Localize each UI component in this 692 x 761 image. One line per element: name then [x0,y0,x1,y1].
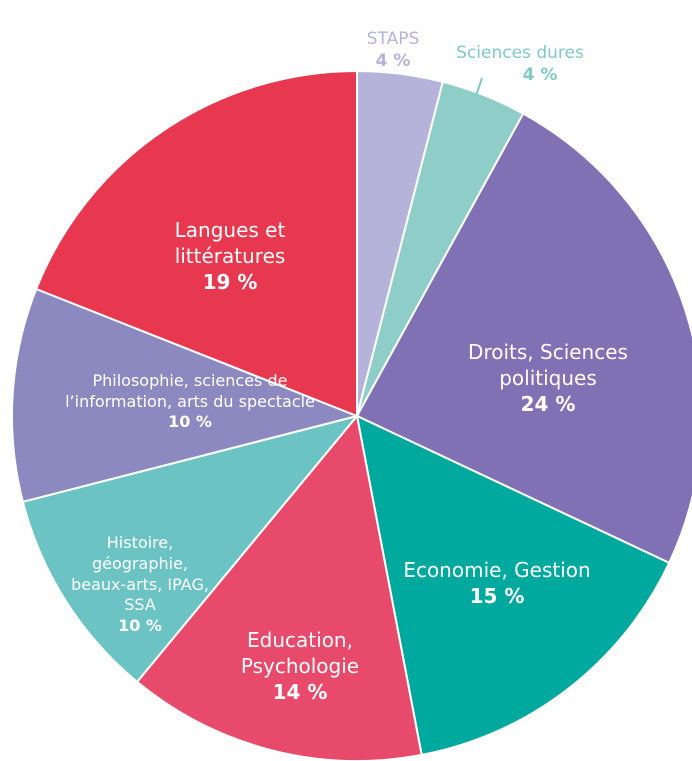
pie-slice [135,413,423,761]
category-label: Education, Psychologie [240,628,360,678]
value-label: 10 % [168,412,212,432]
value-label: 10 % [118,616,162,636]
category-label: Philosophie, sciences de l’information, … [65,370,315,411]
label-box: Histoire, géographie, beaux-arts, IPAG, … [70,505,210,665]
value-label: 14 % [272,680,328,704]
label-box: Education, Psychologie 14 % [200,586,400,746]
leader-line [475,77,483,97]
category-label: Langues et littératures [174,218,286,268]
pie-slice [21,414,360,684]
label-box: Langues et littératures 19 % [130,176,330,336]
label-box: Droits, Sciences politiques 24 % [463,298,633,458]
slice-label: Philosophie, sciences de l’information, … [65,322,315,482]
pie-slice [355,112,692,565]
value-label: 19 % [202,270,258,294]
value-label: 15 % [469,584,525,608]
value-label: 4 % [522,65,558,85]
category-label: Histoire, géographie, beaux-arts, IPAG, … [71,533,209,615]
category-label: Droits, Sciences politiques [468,340,628,390]
value-label: 24 % [520,392,576,416]
slice-label: Histoire, géographie, beaux-arts, IPAG, … [70,505,210,665]
label-box: STAPS 4 % [348,0,438,130]
category-label: STAPS [366,28,420,49]
pie-slice [34,69,358,418]
category-label: Economie, Gestion [403,558,591,582]
pie-slice [355,414,671,757]
value-label: 4 % [375,51,411,71]
label-box: Economie, Gestion 15 % [397,503,597,663]
label-box: Sciences dures 4 % [420,0,620,144]
category-label: Sciences dures [456,42,584,63]
label-box: Philosophie, sciences de l’information, … [65,322,315,482]
pie-slice [11,287,361,504]
